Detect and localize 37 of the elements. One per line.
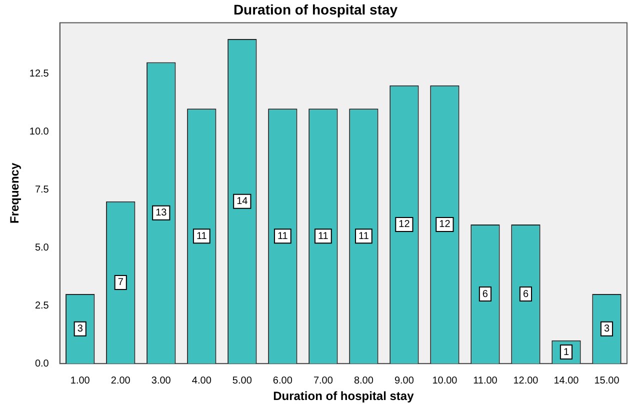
x-tick-label: 6.00 (272, 375, 293, 386)
x-tick-label: 3.00 (151, 375, 172, 386)
x-tick-label: 7.00 (313, 375, 334, 386)
x-tick-label: 10.00 (432, 375, 458, 386)
x-tick-label: 9.00 (394, 375, 414, 386)
data-label: 3 (604, 324, 610, 335)
data-label: 6 (522, 288, 529, 300)
data-label: 1 (563, 346, 570, 358)
x-tick-label: 11.00 (473, 375, 498, 386)
x-tick-label: 12.00 (513, 375, 539, 386)
data-label: 13 (156, 208, 168, 219)
x-tick-label: 5.00 (232, 375, 252, 386)
x-tick-label: 2.00 (110, 375, 131, 386)
x-tick-label: 4.00 (192, 375, 212, 386)
y-tick-label: 10.0 (29, 126, 50, 138)
y-tick-label: 5.0 (34, 242, 50, 254)
data-label: 11 (277, 230, 288, 242)
x-tick-label: 15.00 (594, 375, 620, 386)
data-label: 14 (236, 196, 248, 208)
data-label: 12 (439, 219, 451, 230)
chart-title: Duration of hospital stay (233, 1, 398, 18)
y-tick-label: 0.0 (34, 358, 50, 370)
x-tick-label: 1.00 (70, 375, 90, 386)
y-tick-label: 2.5 (34, 300, 50, 312)
y-tick-label: 12.5 (29, 68, 50, 80)
data-label: 12 (398, 219, 410, 230)
data-label: 6 (482, 288, 488, 300)
data-label: 7 (118, 277, 124, 288)
y-axis-title: Frequency (8, 162, 22, 224)
data-label: 11 (318, 230, 329, 242)
data-label: 11 (358, 230, 370, 242)
x-tick-label: 14.00 (554, 375, 580, 386)
x-axis-title: Duration of hospital stay (273, 389, 414, 404)
data-label: 11 (196, 230, 208, 242)
y-tick-label: 7.5 (34, 184, 50, 196)
data-label: 3 (77, 324, 84, 335)
x-tick-label: 8.00 (354, 375, 374, 386)
